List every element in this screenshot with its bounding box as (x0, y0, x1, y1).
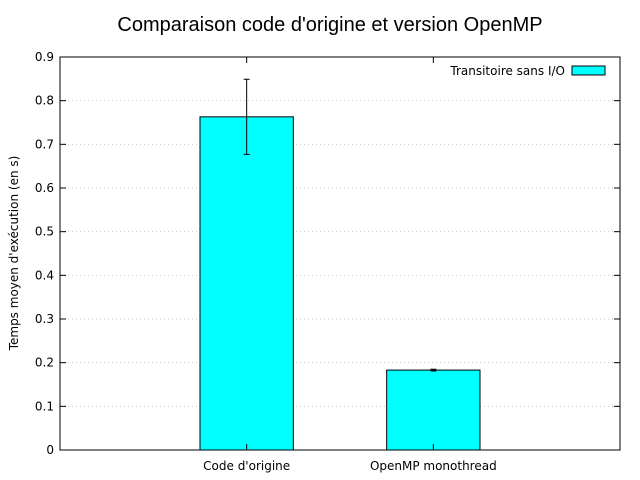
chart-title: Comparaison code d'origine et version Op… (117, 14, 542, 36)
gridlines (60, 100, 620, 407)
x-axis-ticks: Code d'origine OpenMP monothread (203, 57, 497, 473)
y-tick-label: 0.5 (35, 225, 54, 239)
x-tick-label: Code d'origine (203, 459, 290, 473)
legend-label: Transitoire sans I/O (449, 64, 565, 78)
y-tick-label: 0 (46, 443, 54, 457)
y-axis-label: Temps moyen d'exécution (en s) (7, 156, 21, 352)
y-tick-label: 0.1 (35, 399, 54, 413)
y-tick-label: 0.2 (35, 356, 54, 370)
y-axis-ticks: 0 0.1 0.2 0.3 0.4 0.5 0.6 0.7 0.8 0.9 (35, 50, 620, 457)
bar (199, 116, 294, 451)
x-tick-label: OpenMP monothread (370, 459, 497, 473)
plot-frame (59, 56, 621, 451)
y-tick-label: 0.8 (35, 94, 54, 108)
legend-swatch (571, 65, 606, 76)
y-tick-label: 0.9 (35, 50, 54, 64)
y-tick-label: 0.3 (35, 312, 54, 326)
y-tick-label: 0.6 (35, 181, 54, 195)
bars (199, 78, 481, 451)
legend: Transitoire sans I/O (449, 64, 606, 78)
bar (386, 369, 481, 451)
y-tick-label: 0.4 (35, 268, 54, 282)
y-tick-label: 0.7 (35, 137, 54, 151)
